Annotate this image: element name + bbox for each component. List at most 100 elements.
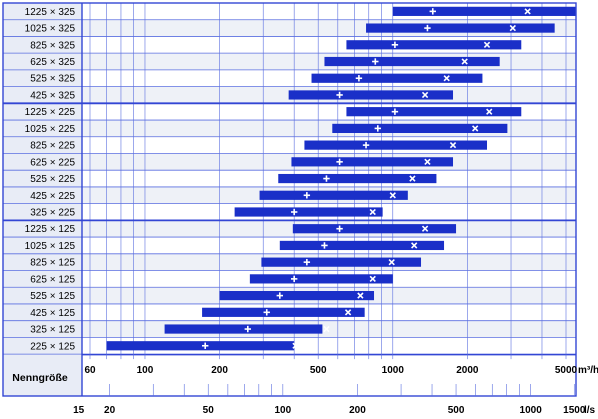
plus-marker bbox=[303, 258, 311, 266]
category-label: 525 × 325 bbox=[30, 74, 75, 85]
cross-marker bbox=[369, 208, 376, 216]
category-label: 425 × 225 bbox=[30, 191, 75, 202]
plus-marker bbox=[355, 75, 363, 82]
plus-marker bbox=[263, 309, 270, 316]
ls-tick-label: 1500 bbox=[563, 405, 586, 416]
range-bar bbox=[164, 324, 323, 334]
range-bar bbox=[278, 173, 437, 184]
cross-marker bbox=[421, 225, 429, 232]
range-bar bbox=[292, 224, 457, 234]
cross-marker bbox=[409, 175, 416, 182]
plus-marker bbox=[276, 292, 284, 299]
plus-marker bbox=[290, 275, 298, 283]
plus-marker bbox=[303, 192, 311, 199]
range-bar bbox=[261, 257, 422, 267]
plus-marker bbox=[336, 91, 343, 99]
cross-marker bbox=[486, 108, 493, 115]
range-bar bbox=[259, 190, 408, 200]
chart-frame bbox=[2, 2, 577, 397]
category-label: 325 × 125 bbox=[30, 325, 75, 336]
category-label: 1225 × 125 bbox=[25, 224, 76, 235]
cross-marker bbox=[344, 309, 352, 316]
plus-marker bbox=[391, 108, 399, 115]
category-label: 625 × 325 bbox=[30, 57, 75, 68]
cross-marker bbox=[424, 158, 431, 166]
cross-marker bbox=[461, 58, 468, 65]
range-bar bbox=[106, 341, 295, 351]
unit-label-ls: l/s bbox=[584, 405, 596, 416]
m3h-tick-label: 60 bbox=[84, 365, 96, 376]
category-labels: 1225 × 325 1025 × 325 825 × 325 625 × 325 52… bbox=[25, 7, 76, 352]
cross-marker bbox=[449, 141, 457, 149]
category-label: 1225 × 325 bbox=[25, 7, 76, 18]
category-label: 225 × 125 bbox=[30, 341, 75, 352]
category-label: 825 × 325 bbox=[30, 40, 75, 51]
plus-marker bbox=[202, 342, 209, 349]
range-bar bbox=[332, 123, 508, 133]
range-bar bbox=[279, 240, 445, 251]
cross-marker bbox=[443, 75, 450, 82]
m3h-tick-label: 500 bbox=[310, 365, 327, 376]
ls-tick-label: 15 bbox=[73, 405, 85, 416]
cross-marker bbox=[369, 275, 376, 283]
category-label: 1025 × 325 bbox=[25, 24, 76, 35]
axis-title-nenngroesse: Nenngröße bbox=[12, 372, 68, 384]
row-stripe bbox=[82, 320, 576, 338]
unit-label-m3h: m³/h bbox=[578, 365, 598, 376]
category-label: 625 × 125 bbox=[30, 274, 75, 285]
range-bar bbox=[346, 40, 522, 50]
plus-marker bbox=[336, 225, 343, 232]
ls-tick-label: 100 bbox=[274, 405, 291, 416]
category-label: 1225 × 225 bbox=[25, 107, 76, 118]
category-label: 1025 × 125 bbox=[25, 241, 76, 252]
category-label: 1025 × 225 bbox=[25, 124, 76, 135]
plus-marker bbox=[429, 8, 436, 15]
range-bar bbox=[304, 140, 488, 150]
category-label: 625 × 225 bbox=[30, 157, 75, 168]
cross-marker bbox=[411, 242, 418, 249]
range-bar bbox=[324, 56, 500, 67]
plus-marker bbox=[323, 175, 330, 182]
range-bar bbox=[219, 291, 375, 301]
range-bar bbox=[291, 157, 454, 167]
ls-tick-label: 1000 bbox=[520, 405, 543, 416]
m3h-tick-label: 5000 bbox=[555, 365, 578, 376]
range-bar bbox=[288, 90, 454, 100]
plus-marker bbox=[362, 141, 370, 149]
range-bar bbox=[346, 107, 522, 117]
cross-marker bbox=[483, 41, 491, 48]
cross-marker bbox=[472, 125, 479, 132]
category-label: 425 × 325 bbox=[30, 90, 75, 101]
category-label: 525 × 225 bbox=[30, 174, 75, 185]
m3h-tick-label: 200 bbox=[211, 365, 228, 376]
cross-marker bbox=[292, 342, 299, 349]
chart-markers bbox=[202, 8, 531, 349]
plus-marker bbox=[374, 125, 381, 132]
cross-marker bbox=[388, 258, 395, 266]
category-label: 425 × 125 bbox=[30, 308, 75, 319]
cross-marker bbox=[357, 292, 364, 299]
plus-marker bbox=[336, 158, 343, 166]
plus-marker bbox=[391, 41, 399, 48]
range-bar bbox=[366, 23, 555, 33]
ls-tick-label: 500 bbox=[448, 405, 465, 416]
m3h-tick-label: 100 bbox=[137, 365, 154, 376]
m3h-tick-label: 1000 bbox=[382, 365, 405, 376]
category-label: 825 × 125 bbox=[30, 258, 75, 269]
category-label: 325 × 225 bbox=[30, 208, 75, 219]
cross-marker bbox=[524, 8, 531, 15]
cross-marker bbox=[323, 325, 330, 333]
m3h-tick-label: 2000 bbox=[456, 365, 479, 376]
chart-bars bbox=[106, 6, 577, 351]
plus-marker bbox=[372, 58, 379, 65]
range-bar bbox=[392, 6, 577, 16]
range-bar bbox=[311, 73, 483, 83]
label-column-background bbox=[3, 3, 82, 396]
cross-marker bbox=[421, 91, 429, 99]
cross-marker bbox=[509, 24, 516, 32]
range-bar bbox=[249, 274, 393, 284]
range-bar bbox=[202, 307, 365, 317]
category-label: 525 × 125 bbox=[30, 291, 75, 302]
range-bar bbox=[234, 207, 383, 217]
